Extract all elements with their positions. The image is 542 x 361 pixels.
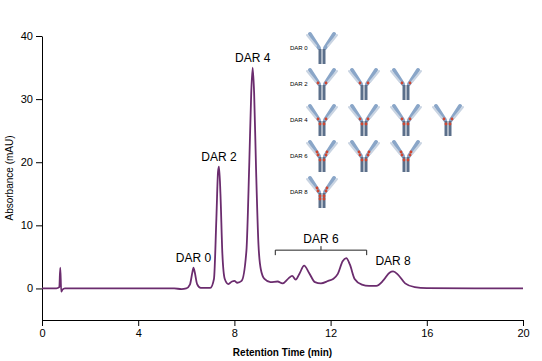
antibody [349, 106, 379, 136]
annotation: DAR 8 [375, 254, 411, 268]
y-tick-label: 20 [21, 156, 33, 168]
annotations: DAR 0 DAR 2 DAR 4 DAR 6 DAR 8 [176, 51, 411, 269]
antibody [307, 70, 337, 100]
y-tick: 30 [21, 93, 42, 105]
antibody-icons [307, 178, 337, 208]
y-tick: 0 [27, 282, 42, 294]
antibody [349, 70, 379, 100]
y-tick-label: 0 [27, 282, 33, 294]
x-tick: 16 [421, 320, 433, 339]
x-tick: 20 [517, 320, 529, 339]
x-tick-label: 20 [517, 327, 529, 339]
bracket [275, 246, 366, 255]
inset-label: DAR 8 [290, 189, 308, 195]
antibody [349, 142, 379, 172]
x-axis-title: Retention Time (min) [233, 347, 332, 358]
antibody [307, 178, 337, 208]
x-tick: 8 [232, 320, 238, 339]
annotation: DAR 0 [176, 251, 212, 265]
x-axis: 0 4 8 12 16 20 [39, 320, 529, 339]
y-tick-mark [36, 99, 42, 100]
antibody [433, 106, 463, 136]
y-tick-mark [36, 36, 42, 37]
y-tick: 20 [21, 156, 42, 168]
y-tick: 40 [21, 30, 42, 42]
y-tick-label: 40 [21, 30, 33, 42]
antibody-icons [307, 142, 421, 172]
x-tick-mark [234, 320, 235, 326]
x-tick-label: 0 [39, 327, 45, 339]
x-tick-mark [427, 320, 428, 326]
trace [42, 68, 523, 292]
y-tick-mark [36, 162, 42, 163]
inset-label: DAR 4 [290, 117, 308, 123]
y-tick-mark [36, 288, 42, 289]
x-tick-label: 4 [136, 327, 142, 339]
y-axis: 0 10 20 30 40 [21, 30, 43, 320]
antibody-icons [307, 34, 337, 64]
antibody [307, 142, 337, 172]
x-tick: 4 [136, 320, 142, 339]
x-tick: 12 [325, 320, 337, 339]
x-tick-mark [42, 320, 43, 326]
inset-label: DAR 0 [290, 45, 308, 51]
x-axis-line [43, 320, 524, 321]
antibody [391, 106, 421, 136]
inset-label: DAR 2 [290, 81, 308, 87]
y-axis-title: Absorbance (mAU) [4, 135, 15, 220]
antibody [391, 70, 421, 100]
chart: 048121620010203040DAR 0DAR 2DAR 4DAR 6DA… [0, 0, 542, 361]
annotation: DAR 2 [201, 150, 237, 164]
x-tick-mark [331, 320, 332, 326]
plot: 048121620010203040DAR 0DAR 2DAR 4DAR 6DA… [21, 30, 530, 339]
marks [42, 68, 523, 292]
antibody-icons [307, 70, 421, 100]
y-tick-label: 10 [21, 219, 33, 231]
annotation: DAR 4 [235, 51, 271, 65]
antibody [307, 106, 337, 136]
x-tick-label: 12 [325, 327, 337, 339]
y-axis-line [42, 37, 43, 321]
antibody [391, 142, 421, 172]
antibody [307, 34, 337, 64]
annotation: DAR 6 [303, 232, 339, 246]
x-tick-mark [138, 320, 139, 326]
inset: DAR 0 DAR 2 DAR 4 DAR 6 DAR 8 [290, 34, 463, 208]
y-tick-mark [36, 225, 42, 226]
inset-label: DAR 6 [290, 153, 308, 159]
x-tick-label: 16 [421, 327, 433, 339]
y-tick-label: 30 [21, 93, 33, 105]
x-tick: 0 [39, 320, 45, 339]
x-tick-mark [523, 320, 524, 326]
y-tick: 10 [21, 219, 42, 231]
x-tick-label: 8 [232, 327, 238, 339]
antibody-icons [307, 106, 463, 136]
